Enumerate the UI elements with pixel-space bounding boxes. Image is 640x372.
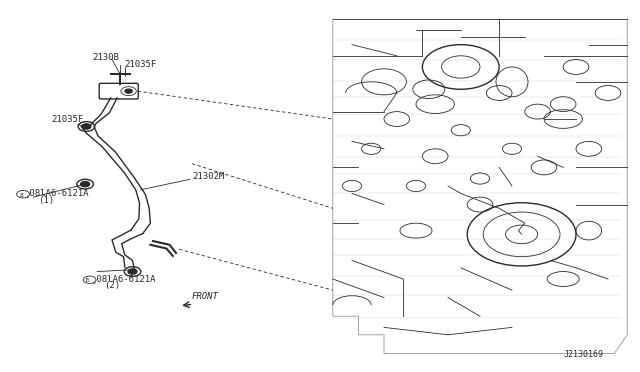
Text: 15: 15 <box>85 278 90 283</box>
Circle shape <box>82 124 91 129</box>
Text: 21302M: 21302M <box>192 171 224 180</box>
Circle shape <box>81 182 90 187</box>
Text: 21035F: 21035F <box>125 60 157 69</box>
Circle shape <box>125 89 132 93</box>
Text: (2): (2) <box>104 281 120 290</box>
Text: 8: 8 <box>19 193 23 198</box>
FancyBboxPatch shape <box>99 83 138 99</box>
Text: (1): (1) <box>38 196 54 205</box>
Text: ¸08lA6-6121A: ¸08lA6-6121A <box>91 274 156 283</box>
Text: J2130169: J2130169 <box>563 350 604 359</box>
Text: 2130B: 2130B <box>93 52 120 61</box>
Text: ¸08lA6-6121A: ¸08lA6-6121A <box>24 188 89 197</box>
Circle shape <box>128 269 137 274</box>
Text: FRONT: FRONT <box>192 292 219 301</box>
Text: 21035F: 21035F <box>51 115 83 124</box>
